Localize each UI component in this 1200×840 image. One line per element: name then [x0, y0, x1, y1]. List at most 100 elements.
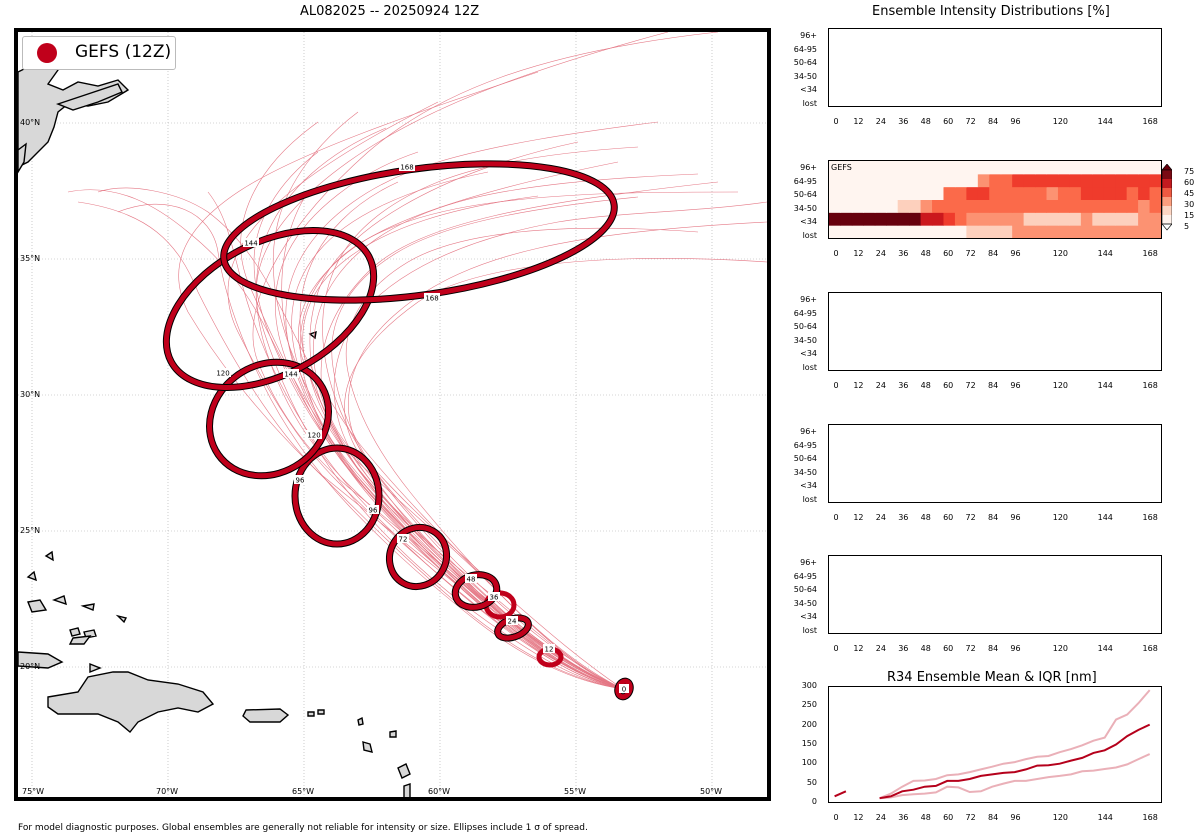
intensity-xlabel: 12: [853, 117, 864, 126]
intensity-ylabel: <34: [800, 612, 817, 622]
intensity-ylabel: lost: [802, 626, 817, 635]
intensity-panel-3: [828, 292, 1162, 371]
intensity-xlabel: 0: [833, 249, 839, 258]
intensity-xlabel: 60: [943, 644, 954, 653]
lon-label-75: 75°W: [22, 787, 45, 796]
colorbar-tick-5: 5: [1184, 222, 1190, 231]
r34-plot: [828, 686, 1162, 803]
heatmap-cell: [886, 199, 899, 213]
intensity-xlabel: 24: [875, 513, 886, 522]
heatmap-cell: [897, 225, 910, 238]
heatmap-cell: [1000, 161, 1013, 175]
r34-xlabel: 120: [1052, 813, 1069, 822]
bahamas-3: [27, 599, 48, 613]
heatmap-cell: [909, 161, 922, 175]
ellipse-labels: 0 12 24 36 48 72 96 96 120 120 144 144 1…: [215, 162, 629, 694]
intensity-ylabel: 50-64: [793, 585, 817, 595]
intensity-xlabel: 36: [898, 117, 909, 126]
heatmap-cell: [954, 161, 967, 175]
heatmap-cell: [1012, 199, 1025, 213]
heatmap-cell: [1080, 225, 1093, 238]
intensity-xlabel: 120: [1052, 117, 1069, 126]
ellipse-label-144b: 144: [284, 371, 298, 379]
intensity-ylabel: <34: [800, 349, 817, 359]
heatmap-cell: [1057, 199, 1070, 213]
r34-ylabel: 0: [811, 796, 817, 806]
heatmap-cell: [954, 212, 967, 226]
intensity-ylabel: 50-64: [793, 322, 817, 332]
map-legend: GEFS (12Z): [22, 36, 176, 70]
ellipse-label-168a: 168: [400, 164, 413, 172]
heatmap-cell: [851, 199, 864, 213]
heatmap-cell: [1023, 173, 1036, 188]
heatmap-cell: [943, 161, 956, 175]
heatmap-cell: [1103, 199, 1116, 213]
heatmap-cell: [1092, 186, 1105, 200]
lat-label-30: 30°N: [20, 390, 41, 399]
heatmap-cell: [1149, 199, 1161, 213]
heatmap-cell: [920, 173, 933, 188]
heatmap-cell: [840, 225, 853, 238]
intensity-xlabel: 0: [833, 117, 839, 126]
heatmap-cell: [1138, 225, 1151, 238]
intensity-xlabel: 0: [833, 381, 839, 390]
island-11: [307, 711, 315, 717]
heatmap-cell: [1149, 186, 1161, 200]
intensity-xlabel: 72: [965, 381, 976, 390]
heatmap-cell: [829, 212, 841, 226]
heatmap-cell: [989, 173, 1002, 188]
intensity-xlabel: 120: [1052, 249, 1069, 258]
heatmap-cell: [840, 161, 853, 175]
r34-ylabel: 100: [801, 758, 817, 768]
heatmap-cell: [977, 199, 990, 213]
ellipse-label-144a: 144: [244, 240, 258, 248]
heatmap-cell: [1046, 173, 1059, 188]
heatmap-cell: [909, 173, 922, 188]
heatmap-cell: [1035, 173, 1048, 188]
heatmap-cell: [977, 173, 990, 188]
heatmap-cell: [954, 199, 967, 213]
heatmap-cell: [920, 212, 933, 226]
intensity-xlabel: 168: [1142, 117, 1158, 126]
heatmap-cell: [920, 225, 933, 238]
intensity-xlabel: 72: [965, 249, 976, 258]
heatmap-cell: [1103, 161, 1116, 175]
intensity-xlabel: 168: [1142, 513, 1158, 522]
r34-ylabel: 250: [801, 700, 817, 710]
r34-xlabel: 84: [987, 813, 999, 822]
intensity-ylabel: <34: [800, 481, 817, 491]
intensity-xlabel: 0: [833, 513, 839, 522]
lon-label-50: 50°W: [700, 787, 723, 796]
intensity-ylabel: 64-95: [793, 571, 817, 581]
heatmap-cell: [1126, 161, 1139, 175]
heatmap-cell: [1126, 199, 1139, 213]
r34-xlabel: 36: [898, 813, 909, 822]
r34-mean-line: [834, 790, 847, 798]
heatmap-cell: [966, 199, 979, 213]
lon-label-65: 65°W: [292, 787, 315, 796]
intensity-ylabel: 64-95: [793, 44, 817, 54]
track-map[interactable]: 0 12 24 36 48 72 96 96 120 120 144 144 1…: [14, 28, 771, 801]
intensity-ylabel: <34: [800, 217, 817, 227]
intensity-xlabel: 12: [853, 513, 864, 522]
heatmap-cell: [829, 173, 841, 188]
intensity-xlabel: 96: [1010, 381, 1021, 390]
intensity-ylabel: 96+: [800, 163, 817, 172]
heatmap-cell: [1012, 225, 1025, 238]
heatmap-cell: [1126, 186, 1139, 200]
heatmap-cell: [1023, 225, 1036, 238]
heatmap-cell: [932, 199, 944, 213]
bahamas-5: [80, 603, 95, 611]
heatmap-cell: [1138, 161, 1151, 175]
heatmap-cell: [1012, 161, 1025, 175]
heatmap-cell: [943, 225, 956, 238]
heatmap-cell: [932, 212, 944, 226]
intensity-xlabel: 120: [1052, 381, 1069, 390]
heatmap-cell: [1023, 161, 1036, 175]
intensity-ylabel: 64-95: [793, 308, 817, 318]
r34-xlabel: 144: [1097, 813, 1113, 822]
heatmap-cell: [1069, 225, 1082, 238]
heatmap-cell: [932, 173, 944, 188]
heatmap-cell: [1115, 212, 1128, 226]
heatmap-cell: [943, 199, 956, 213]
